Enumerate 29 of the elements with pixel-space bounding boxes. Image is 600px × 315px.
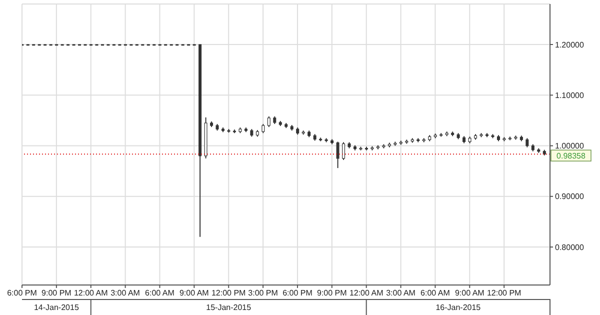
y-tick-label: 0.90000 [555, 192, 584, 202]
x-tick-label: 6:00 AM [145, 288, 175, 298]
x-tick-label: 9:00 PM [317, 288, 348, 298]
x-tick-label: 3:00 AM [110, 288, 140, 298]
x-tick-label: 6:00 PM [7, 288, 38, 298]
x-tick-label: 6:00 AM [420, 288, 450, 298]
x-tick-label: 12:00 PM [211, 288, 246, 298]
x-tick-label: 6:00 PM [282, 288, 313, 298]
text: 15-Jan-2015 [206, 303, 252, 312]
candlestick [267, 116, 270, 128]
x-tick-label: 3:00 AM [386, 288, 416, 298]
text: 14-Jan-2015 [34, 303, 80, 312]
text: 16-Jan-2015 [436, 303, 482, 312]
candlestick [336, 141, 340, 169]
x-tick-label: 3:00 PM [248, 288, 278, 298]
x-tick-label: 12:00 PM [486, 288, 522, 298]
ref-line-label: 0.98358 [556, 152, 586, 161]
x-tick-label: 9:00 AM [179, 288, 210, 298]
y-tick-label: 0.80000 [555, 242, 584, 252]
candlestick [526, 138, 529, 148]
candlestick [342, 142, 346, 160]
y-tick-label: 1.10000 [555, 90, 584, 100]
y-tick-label: 1.20000 [555, 40, 584, 50]
x-tick-label: 9:00 AM [454, 288, 485, 298]
x-tick-label: 12:00 AM [74, 288, 108, 298]
y-tick-label: 1.00000 [555, 142, 584, 151]
candlestick [262, 123, 265, 134]
x-tick-label: 12:00 AM [349, 288, 384, 298]
x-tick-label: 9:00 PM [42, 288, 72, 298]
